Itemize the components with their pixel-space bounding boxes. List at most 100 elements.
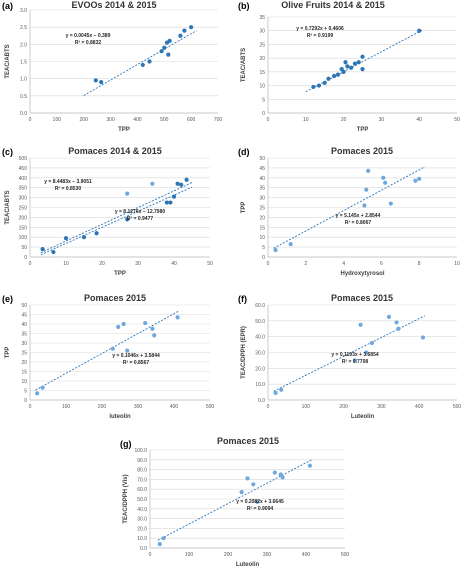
data-point (189, 25, 194, 30)
data-point (99, 80, 104, 85)
x-tick-label: 300 (106, 117, 115, 123)
y-tick-label: 350 (19, 186, 28, 192)
y-tick-label: 5 (24, 389, 27, 395)
trendline-equation: y = 5.145x + 2.8544 (336, 213, 381, 219)
y-tick-label: 100.0 (134, 448, 147, 454)
y-tick-label: 35 (21, 332, 27, 338)
x-tick-label: 300 (134, 404, 143, 410)
y-tick-label: 25 (259, 206, 265, 212)
r-squared-label: R² = 0.7708 (342, 359, 368, 365)
data-point (332, 73, 337, 79)
y-tick-label: 45 (21, 313, 27, 319)
data-point (316, 83, 322, 88)
x-tick-label: 300 (263, 552, 272, 558)
data-point (364, 187, 369, 192)
x-tick-label: 30 (135, 261, 141, 267)
x-tick-label: 0 (149, 552, 152, 558)
data-point (396, 326, 401, 331)
x-tick-label: 2 (304, 261, 307, 267)
x-tick-label: 400 (302, 552, 311, 558)
r-squared-label: R² = 0.9477 (127, 216, 153, 222)
data-point (341, 69, 346, 74)
x-axis-label: TPP (357, 127, 369, 133)
x-axis-label: Hydroxytyrosol (340, 271, 384, 277)
data-point (362, 203, 367, 208)
panel-letter: (g) (120, 439, 132, 449)
y-tick-label: 80.0 (137, 468, 147, 474)
data-point (272, 470, 277, 475)
x-tick-label: 200 (224, 552, 233, 558)
y-tick-label: 60.0 (255, 303, 265, 309)
y-tick-label: 70.0 (137, 477, 147, 483)
x-tick-label: 0 (29, 404, 32, 410)
y-tick-label: 150 (19, 225, 28, 231)
x-tick-label: 20 (341, 117, 347, 123)
data-point (116, 324, 121, 329)
y-tick-label: 0.0 (258, 398, 265, 404)
y-axis-label: TEAC/DPPH (EPR) (241, 326, 247, 379)
x-tick-label: 50 (207, 261, 213, 267)
y-tick-label: 30 (259, 196, 265, 202)
data-point (358, 322, 363, 327)
y-tick-label: 40 (259, 176, 265, 182)
trendline-equation: y = 0.2082x + 3.6645 (236, 499, 284, 505)
panel-d: (d) Pomaces 2015 0 5 10 15 20 25 30 35 40 45 50 0 2 4 6 8… (238, 146, 460, 277)
trendline (40, 186, 193, 256)
y-tick-label: 300 (19, 196, 28, 202)
data-point (360, 67, 365, 72)
y-tick-label: 3.0 (20, 8, 27, 14)
chart-title: Pomaces 2015 (84, 293, 146, 303)
data-point (352, 61, 358, 66)
y-tick-label: 0 (262, 255, 265, 261)
y-tick-label: 25 (259, 42, 265, 48)
y-tick-label: 35 (259, 186, 265, 192)
y-tick-label: 20 (21, 360, 27, 366)
data-point (150, 181, 155, 186)
x-tick-label: 500 (453, 404, 462, 410)
y-tick-label: 0 (24, 255, 27, 261)
data-point (179, 182, 184, 187)
r-squared-label: R² = 0.9199 (307, 33, 333, 39)
data-point (360, 54, 365, 59)
trendline-equation: y = 0.0045x − 0.389 (66, 33, 111, 39)
data-point (417, 28, 422, 33)
x-tick-label: 10 (454, 261, 460, 267)
y-axis-label: TPP (241, 202, 247, 214)
trendline-equation: y = 8.4483x − 3.9051 (44, 179, 92, 185)
panel-b: (b) Olive Fruits 2014 & 2015 0 5 10 15 20 25 30 3… (238, 0, 460, 133)
x-tick-label: 40 (416, 117, 422, 123)
data-point (152, 333, 157, 338)
data-point (184, 177, 189, 182)
y-tick-label: 30.0 (137, 517, 147, 523)
y-tick-label: 50.0 (255, 319, 265, 325)
data-point (356, 60, 361, 65)
chart-title: Pomaces 2014 & 2015 (68, 146, 162, 156)
x-tick-label: 0 (29, 261, 32, 267)
y-tick-label: 25 (21, 351, 27, 357)
x-axis-label: luteolin (109, 414, 131, 420)
y-tick-label: 10.0 (255, 382, 265, 388)
data-point (167, 38, 172, 44)
r-squared-label: R² = 0.8832 (75, 40, 101, 46)
data-point (161, 536, 166, 541)
data-point (175, 315, 180, 320)
data-point (381, 175, 386, 180)
y-tick-label: 450 (19, 166, 28, 172)
y-tick-label: 15 (21, 370, 27, 376)
data-point (352, 358, 358, 363)
y-tick-label: 15 (259, 225, 265, 231)
y-tick-label: 50 (259, 156, 265, 162)
x-tick-label: 400 (170, 404, 179, 410)
y-tick-label: 500 (19, 156, 28, 162)
panel-f: (f) Pomaces 2015 0.0 10.0 20.0 30.0 40.0 50.0 60… (238, 293, 461, 420)
r-squared-label: R² = 0.8067 (345, 220, 371, 226)
chart-title: Olive Fruits 2014 & 2015 (281, 0, 385, 10)
x-tick-label: 100 (302, 404, 311, 410)
x-tick-label: 40 (171, 261, 177, 267)
y-tick-label: 0.5 (20, 94, 27, 100)
panel-letter: (a) (2, 1, 13, 11)
chart-title: Pomaces 2015 (331, 293, 393, 303)
data-point (110, 346, 115, 351)
data-point (150, 326, 155, 331)
